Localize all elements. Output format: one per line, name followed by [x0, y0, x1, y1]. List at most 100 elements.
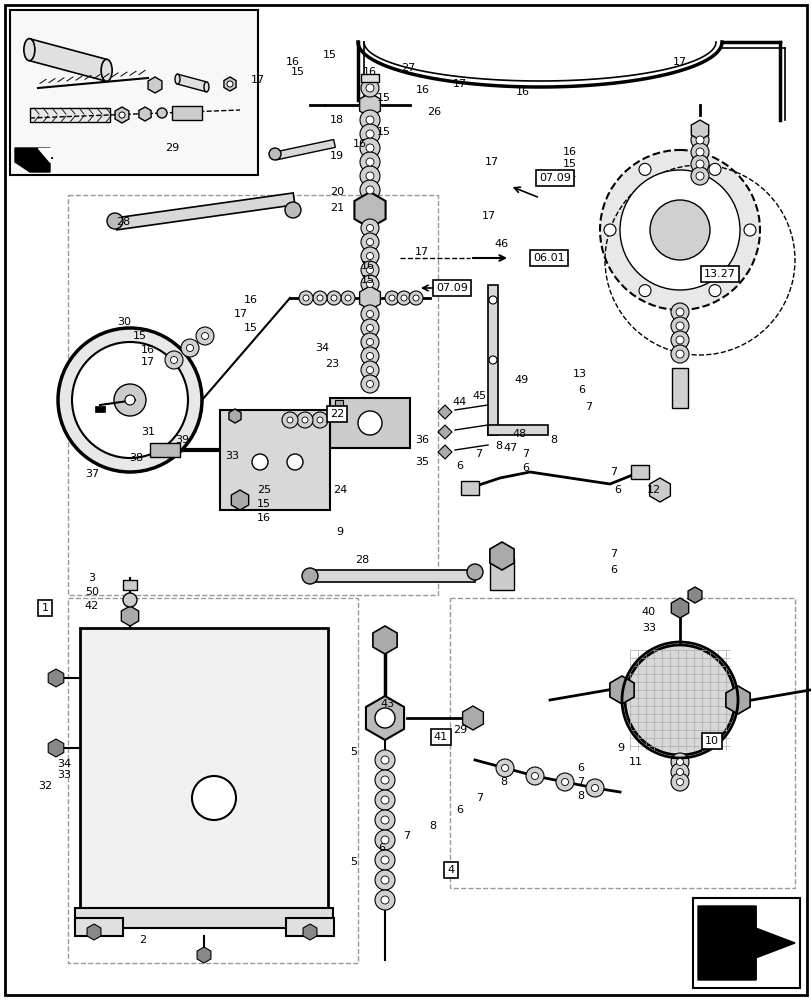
Circle shape [187, 344, 193, 352]
Circle shape [366, 310, 373, 318]
Circle shape [670, 317, 689, 335]
Circle shape [366, 144, 374, 152]
Circle shape [380, 856, 388, 864]
Text: 20: 20 [329, 187, 344, 197]
Text: 17: 17 [482, 211, 496, 221]
Text: 39: 39 [174, 435, 189, 445]
Circle shape [526, 767, 543, 785]
Circle shape [345, 295, 350, 301]
Bar [115, 193, 294, 230]
Text: 45: 45 [472, 391, 487, 401]
Text: 7: 7 [476, 793, 483, 803]
Circle shape [638, 163, 650, 175]
Text: 36: 36 [414, 435, 428, 445]
Circle shape [359, 138, 380, 158]
Circle shape [286, 454, 303, 470]
Text: 15: 15 [562, 159, 577, 169]
Circle shape [170, 357, 178, 363]
Text: 32: 32 [38, 781, 52, 791]
Bar [95, 406, 105, 412]
Circle shape [413, 295, 418, 301]
Text: 8: 8 [495, 441, 502, 451]
Text: 35: 35 [414, 457, 428, 467]
Circle shape [676, 778, 683, 785]
Circle shape [397, 291, 410, 305]
Text: 17: 17 [251, 75, 264, 85]
Text: 42: 42 [85, 601, 99, 611]
Circle shape [286, 417, 293, 423]
Circle shape [409, 291, 423, 305]
Circle shape [466, 564, 483, 580]
Circle shape [670, 753, 689, 771]
Bar [150, 443, 180, 457]
Circle shape [366, 338, 373, 346]
Bar [68, 598, 358, 963]
Bar [220, 410, 329, 510]
Circle shape [380, 776, 388, 784]
Text: 28: 28 [354, 555, 369, 565]
Polygon shape [38, 148, 50, 162]
Circle shape [590, 784, 598, 791]
Circle shape [695, 172, 703, 180]
Text: 15: 15 [376, 93, 391, 103]
Text: 8: 8 [500, 777, 507, 787]
Bar [68, 195, 437, 595]
Circle shape [380, 876, 388, 884]
Circle shape [281, 412, 298, 428]
Text: 34: 34 [315, 343, 328, 353]
Circle shape [361, 375, 379, 393]
Circle shape [366, 238, 373, 245]
Circle shape [695, 160, 703, 168]
Text: 11: 11 [629, 757, 642, 767]
Circle shape [358, 411, 381, 435]
Text: 43: 43 [380, 699, 395, 709]
Circle shape [359, 166, 380, 186]
Text: 29: 29 [453, 725, 466, 735]
Polygon shape [178, 74, 206, 92]
Circle shape [375, 770, 394, 790]
Text: 3: 3 [88, 573, 96, 583]
Circle shape [366, 280, 373, 288]
Circle shape [366, 84, 374, 92]
Text: 17: 17 [484, 157, 499, 167]
Text: 8: 8 [429, 821, 436, 831]
Bar [487, 425, 547, 435]
Circle shape [375, 870, 394, 890]
Text: 06.01: 06.01 [533, 253, 564, 263]
Circle shape [114, 384, 146, 416]
Text: 7: 7 [521, 449, 529, 459]
Circle shape [181, 339, 199, 357]
Circle shape [119, 112, 125, 118]
Circle shape [384, 291, 398, 305]
Circle shape [690, 143, 708, 161]
Bar [275, 140, 335, 160]
Bar [310, 570, 474, 582]
Text: 6: 6 [456, 805, 463, 815]
Text: 17: 17 [414, 247, 428, 257]
Text: 6: 6 [577, 763, 584, 773]
Circle shape [380, 756, 388, 764]
Circle shape [303, 295, 309, 301]
Circle shape [195, 327, 214, 345]
Bar [489, 558, 513, 590]
Text: 23: 23 [324, 359, 339, 369]
Circle shape [676, 308, 683, 316]
Text: 44: 44 [453, 397, 466, 407]
Circle shape [496, 759, 513, 777]
Text: 16: 16 [243, 295, 258, 305]
Circle shape [375, 830, 394, 850]
Circle shape [676, 322, 683, 330]
Bar [361, 74, 379, 82]
Text: 6: 6 [614, 485, 620, 495]
Text: 40: 40 [642, 607, 655, 617]
Circle shape [359, 110, 380, 130]
Bar [122, 580, 137, 590]
Circle shape [201, 332, 208, 340]
Circle shape [302, 568, 318, 584]
Text: 33: 33 [642, 623, 655, 633]
Circle shape [361, 361, 379, 379]
Circle shape [603, 224, 616, 236]
Circle shape [690, 167, 708, 185]
Circle shape [676, 758, 683, 766]
Text: 4: 4 [447, 865, 454, 875]
